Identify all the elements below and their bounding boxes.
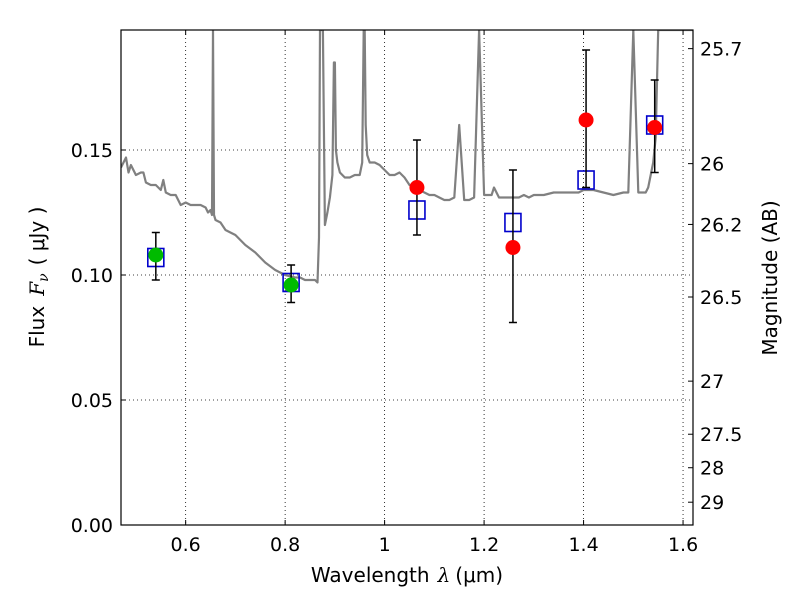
plot-frame <box>120 29 694 526</box>
x-tick-label: 0.6 <box>171 534 201 556</box>
y2-tick-label: 27.5 <box>700 424 742 446</box>
optical-point <box>283 277 299 293</box>
y-tick-label: 0.05 <box>71 390 113 412</box>
x-tick-label: 1 <box>379 534 391 556</box>
nir-point <box>505 240 521 255</box>
markers-group <box>147 49 664 324</box>
optical-point <box>148 247 164 263</box>
nir-point <box>647 120 663 135</box>
y2-tick-label: 26.5 <box>700 287 742 309</box>
y2-tick-label: 26 <box>700 154 724 176</box>
ticks-group: 0.6 0.8 1 1.2 1.4 1.6 0.00 0.05 0.10 0.15 25.7 26 26… <box>71 30 742 556</box>
nir-point <box>409 180 425 195</box>
y-tick-label: 0.00 <box>71 515 113 537</box>
model-spectrum-line <box>121 30 693 284</box>
y2-tick-label: 29 <box>700 492 724 514</box>
y2-tick-label: 28 <box>700 458 724 480</box>
y2-tick-label: 26.2 <box>700 214 742 236</box>
y-tick-label: 0.15 <box>71 140 113 162</box>
x-axis-label: Wavelength λ (μm) <box>311 563 503 587</box>
y-axis-label: FluxFν( μJy ) <box>25 207 52 348</box>
y2-tick-label: 25.7 <box>700 39 742 61</box>
x-tick-label: 0.8 <box>270 534 300 556</box>
y-tick-label: 0.10 <box>71 265 113 287</box>
x-tick-label: 1.2 <box>469 534 499 556</box>
y2-axis-label: Magnitude (AB) <box>758 200 782 355</box>
grid-lines <box>121 30 693 525</box>
x-tick-label: 1.6 <box>668 534 698 556</box>
x-tick-label: 1.4 <box>568 534 598 556</box>
y2-tick-label: 27 <box>700 371 724 393</box>
model-spectrum <box>121 30 693 284</box>
nir-point <box>578 112 594 128</box>
plot-background <box>121 30 693 525</box>
